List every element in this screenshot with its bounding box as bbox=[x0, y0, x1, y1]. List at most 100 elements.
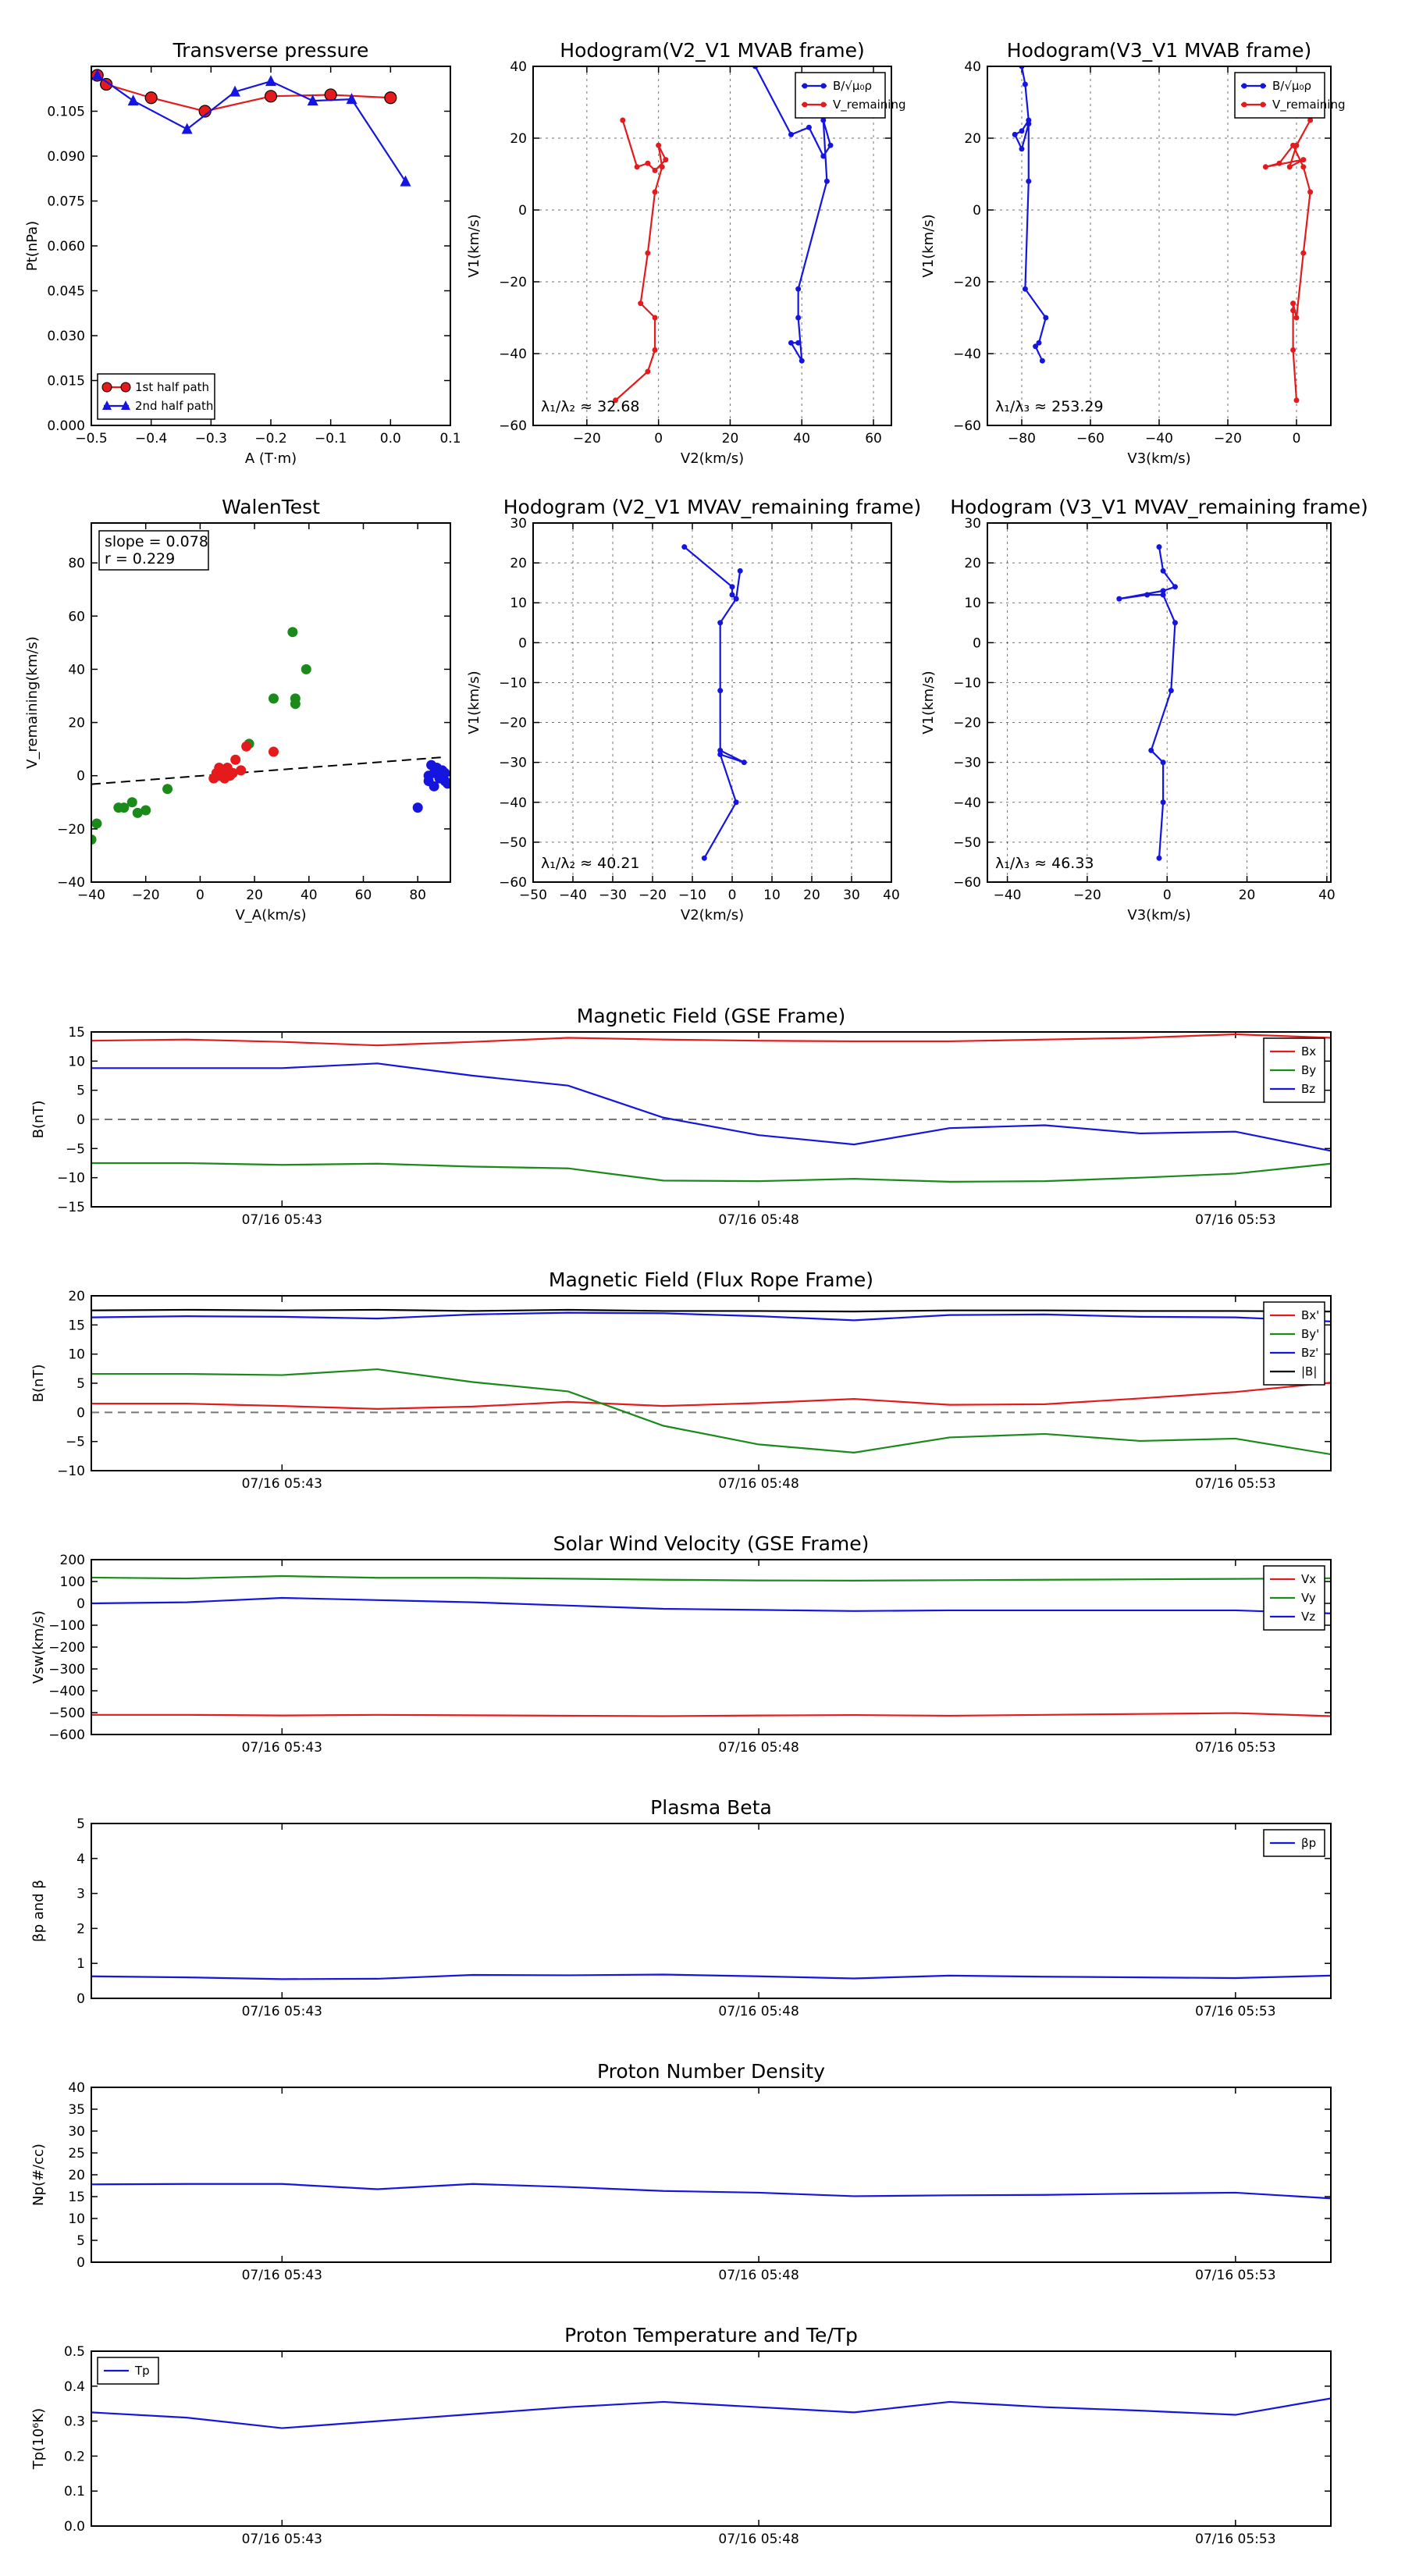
x-tick-label: 07/16 05:48 bbox=[718, 2532, 799, 2547]
data-point bbox=[729, 584, 735, 590]
y-tick-label: 15 bbox=[68, 1318, 85, 1333]
x-tick-label: −40 bbox=[994, 888, 1022, 903]
x-tick-label: −20 bbox=[1214, 431, 1242, 447]
data-point bbox=[652, 315, 658, 321]
y-tick-label: −10 bbox=[57, 1171, 85, 1187]
axes-frame bbox=[91, 1559, 1332, 1735]
y-tick-label: 0.060 bbox=[47, 239, 85, 254]
plot-area bbox=[91, 1973, 1331, 1980]
data-point bbox=[681, 544, 688, 550]
y-tick-label: 80 bbox=[68, 556, 85, 571]
x-tick-label: 0 bbox=[654, 431, 663, 447]
data-point bbox=[820, 153, 827, 159]
data-point bbox=[287, 627, 298, 638]
data-point bbox=[132, 807, 143, 818]
legend-label: Vx bbox=[1301, 1572, 1316, 1586]
data-point bbox=[634, 164, 640, 170]
y-tick-label: 5 bbox=[76, 2233, 85, 2249]
data-point bbox=[412, 802, 423, 813]
y-tick-label: 10 bbox=[68, 1347, 85, 1363]
y-tick-label: −20 bbox=[499, 716, 527, 731]
x-tick-label: 07/16 05:53 bbox=[1195, 1740, 1275, 1756]
data-point bbox=[1293, 315, 1300, 321]
x-tick-label: −60 bbox=[1076, 431, 1104, 447]
x-tick-label: −0.2 bbox=[254, 431, 286, 447]
plot-area bbox=[1012, 66, 1314, 404]
x-tick-label: 60 bbox=[355, 888, 372, 903]
series-line-0 bbox=[91, 1033, 1331, 1047]
chart-title: Proton Number Density bbox=[597, 2060, 825, 2083]
y-axis-label: V1(km/s) bbox=[466, 671, 482, 734]
y-tick-label: −40 bbox=[953, 795, 981, 811]
data-point bbox=[229, 85, 240, 97]
legend: Bx By Bz bbox=[1263, 1037, 1325, 1103]
data-point bbox=[1036, 340, 1042, 346]
y-tick-label: −10 bbox=[57, 1464, 85, 1479]
data-point bbox=[733, 596, 739, 602]
y-tick-label: −15 bbox=[57, 1200, 85, 1215]
x-tick-label: 07/16 05:48 bbox=[718, 2268, 799, 2283]
legend-label: Vz bbox=[1301, 1610, 1315, 1624]
y-tick-label: −10 bbox=[953, 675, 981, 691]
plot-area bbox=[91, 1574, 1331, 1717]
data-point bbox=[820, 117, 827, 123]
data-point bbox=[1300, 164, 1307, 170]
data-point bbox=[652, 347, 658, 353]
x-tick-label: 07/16 05:48 bbox=[718, 1476, 799, 1492]
y-tick-label: 0.0 bbox=[64, 2519, 85, 2535]
x-tick-label: 40 bbox=[301, 888, 318, 903]
x-tick-label: 07/16 05:53 bbox=[1195, 2532, 1275, 2547]
data-point bbox=[1144, 592, 1151, 598]
x-tick-label: −20 bbox=[1073, 888, 1101, 903]
data-point bbox=[1307, 117, 1314, 123]
chart-title: Hodogram(V2_V1 MVAB frame) bbox=[560, 39, 864, 62]
chart-ts5: Proton Number Density 07/16 05:43 07/16 05… bbox=[30, 2060, 1332, 2283]
y-tick-label: 0 bbox=[518, 635, 527, 651]
data-point bbox=[162, 784, 173, 795]
chart-ts1: Magnetic Field (GSE Frame) 07/16 05:43 07/… bbox=[30, 1005, 1332, 1228]
data-point bbox=[1043, 315, 1049, 321]
x-tick-label: −40 bbox=[1145, 431, 1173, 447]
plot-area bbox=[681, 544, 747, 861]
y-tick-label: 30 bbox=[68, 2124, 85, 2140]
data-point bbox=[307, 94, 318, 106]
x-tick-label: 07/16 05:43 bbox=[242, 2004, 322, 2019]
x-tick-label: 20 bbox=[246, 888, 263, 903]
data-point bbox=[1012, 131, 1018, 137]
data-point bbox=[100, 77, 113, 91]
eigen-ratio-text: λ₁/λ₃ ≈ 253.29 bbox=[995, 398, 1104, 415]
y-tick-label: 5 bbox=[76, 1083, 85, 1099]
data-point bbox=[1039, 358, 1045, 364]
axes-frame bbox=[91, 1031, 1332, 1208]
data-point bbox=[788, 340, 794, 346]
data-point bbox=[1160, 588, 1166, 594]
legend-marker bbox=[1241, 101, 1247, 108]
legend: Vx Vy Vz bbox=[1263, 1565, 1325, 1631]
legend-label: By' bbox=[1301, 1327, 1319, 1341]
legend-label: 2nd half path bbox=[135, 399, 213, 413]
plot-area bbox=[91, 1033, 1331, 1183]
data-point bbox=[1160, 592, 1166, 598]
y-axis-label: Vsw(km/s) bbox=[30, 1610, 47, 1684]
y-tick-label: 0.2 bbox=[64, 2449, 85, 2464]
legend-label: Bx bbox=[1301, 1044, 1316, 1059]
y-tick-label: −60 bbox=[499, 418, 527, 434]
legend: Tp bbox=[97, 2357, 159, 2385]
x-tick-label: −20 bbox=[132, 888, 160, 903]
y-tick-label: 40 bbox=[68, 662, 85, 678]
y-tick-label: 0.090 bbox=[47, 149, 85, 165]
y-tick-label: −10 bbox=[499, 675, 527, 691]
data-point bbox=[1026, 121, 1032, 127]
legend-box bbox=[795, 72, 886, 119]
y-tick-label: 60 bbox=[68, 609, 85, 624]
plot-area bbox=[1116, 544, 1178, 861]
legend: Bx' By' Bz' |B| bbox=[1263, 1301, 1325, 1386]
chart-ts3: Solar Wind Velocity (GSE Frame) 07/16 05:… bbox=[30, 1532, 1332, 1756]
series-line-2 bbox=[91, 1596, 1331, 1614]
axes-frame bbox=[91, 522, 451, 883]
y-tick-label: 20 bbox=[68, 716, 85, 731]
data-point bbox=[1168, 688, 1174, 694]
series-line-0 bbox=[684, 546, 745, 859]
data-point bbox=[91, 834, 97, 845]
x-tick-label: 07/16 05:43 bbox=[242, 2268, 322, 2283]
